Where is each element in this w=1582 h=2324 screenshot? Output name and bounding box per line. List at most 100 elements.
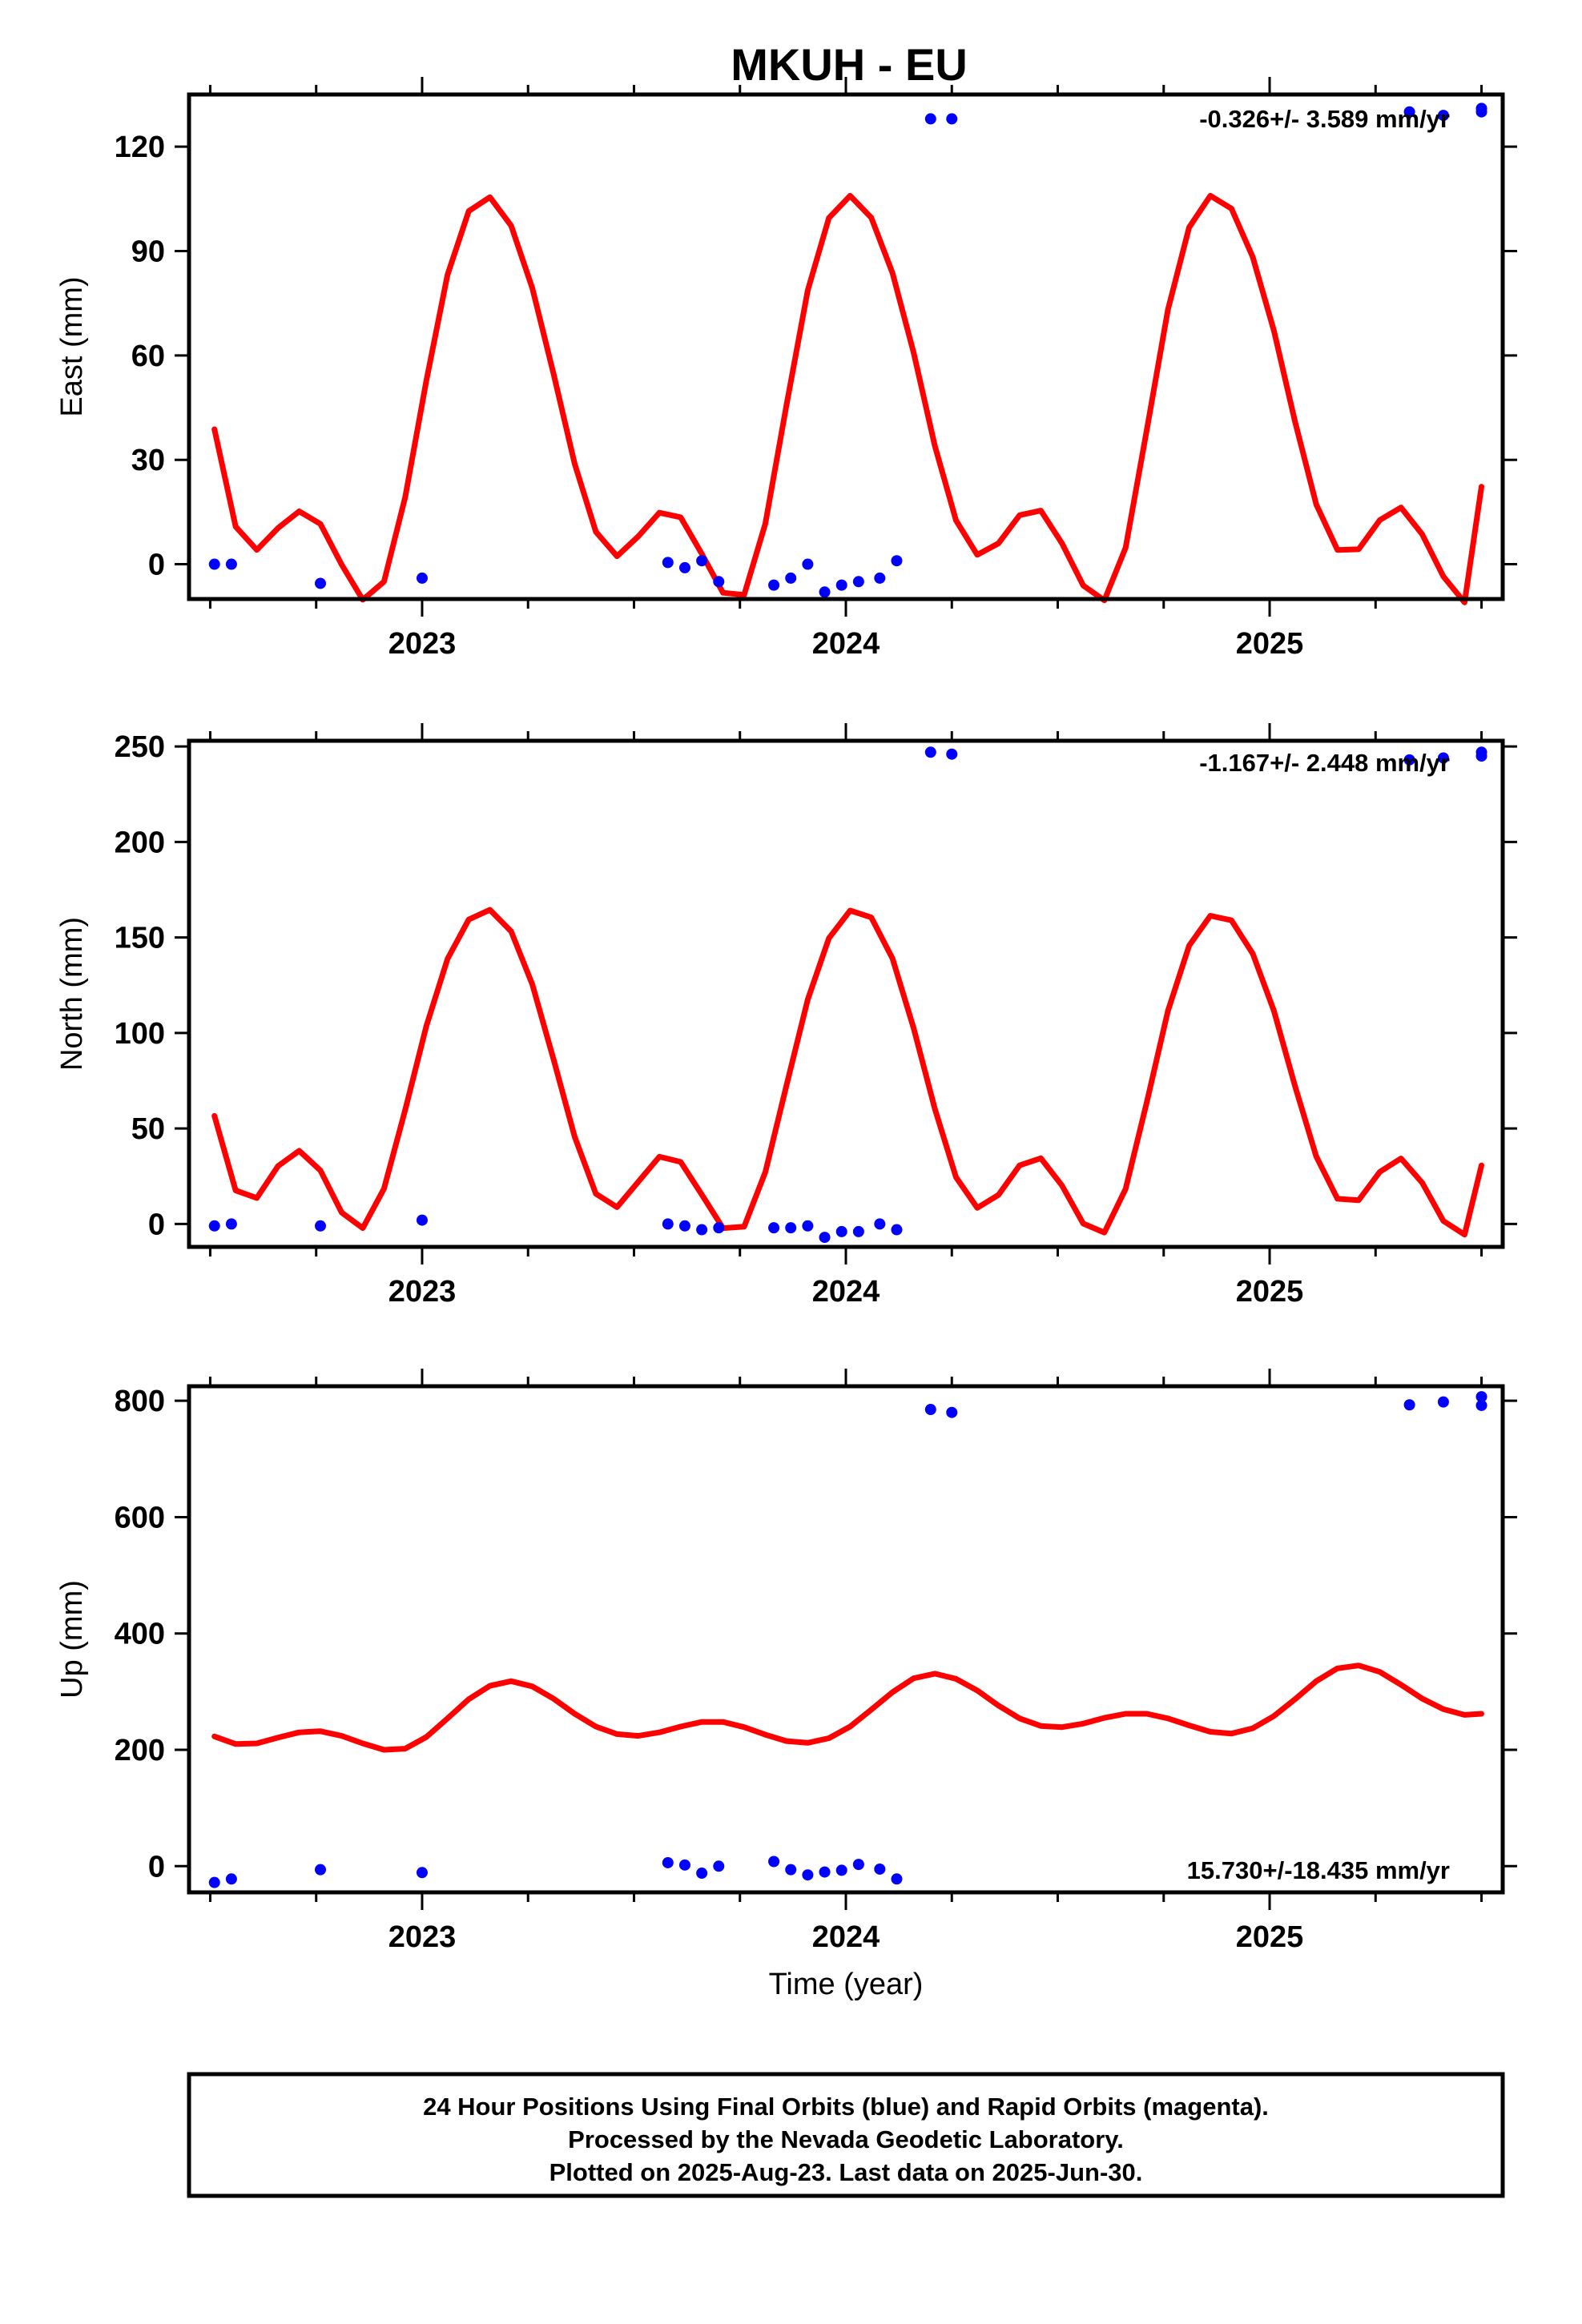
east-plot-frame xyxy=(187,92,1505,601)
north-data-point xyxy=(819,1232,831,1244)
north-y-tick-label: 250 xyxy=(115,730,165,764)
east-data-point xyxy=(678,561,690,573)
north-x-tick-label: 2024 xyxy=(812,1275,880,1309)
north-plot-frame xyxy=(187,738,1505,1249)
east-x-tick-label: 2025 xyxy=(1236,627,1304,661)
north-data-point xyxy=(874,1218,886,1230)
up-y-axis-label: Up (mm) xyxy=(55,1580,89,1699)
up-data-point xyxy=(852,1859,864,1871)
east-y-tick-label: 0 xyxy=(148,549,165,582)
east-data-point xyxy=(768,579,780,591)
east-x-tick-label: 2024 xyxy=(812,627,880,661)
east-data-point xyxy=(835,579,847,591)
north-data-point xyxy=(225,1218,237,1230)
up-data-point xyxy=(662,1856,674,1868)
east-data-point xyxy=(802,558,814,570)
up-model-curve xyxy=(211,1663,1484,1753)
up-data-point xyxy=(924,1404,936,1416)
up-data-point xyxy=(1475,1399,1487,1411)
x-axis-label: Time (year) xyxy=(769,1968,924,2001)
up-data-point xyxy=(946,1406,958,1418)
up-data-point xyxy=(315,1864,326,1876)
east-x-tick-label: 2023 xyxy=(388,627,457,661)
east-data-point xyxy=(924,113,936,125)
east-data-point xyxy=(315,577,326,589)
panel-east: 2023 2024 2025 0 30 60 90 120 East (mm) -0.326+… xyxy=(55,77,1517,661)
up-data-point xyxy=(835,1864,847,1876)
east-marks: 2023 2024 2025 0 30 60 90 120 xyxy=(115,77,1517,661)
north-data-point xyxy=(1437,752,1449,764)
north-y-tick-label: 100 xyxy=(115,1017,165,1051)
east-y-axis-label: East (mm) xyxy=(55,276,89,416)
up-data-point xyxy=(768,1856,780,1868)
east-model-curve xyxy=(211,192,1484,605)
north-y-tick-label: 200 xyxy=(115,826,165,859)
north-data-point xyxy=(1475,750,1487,762)
east-data-point xyxy=(891,555,903,567)
up-data-point xyxy=(678,1859,690,1871)
east-data-point xyxy=(208,558,220,570)
east-data-point xyxy=(662,557,674,569)
east-data-point xyxy=(1403,106,1415,118)
north-data-point xyxy=(835,1225,847,1237)
north-model-curve xyxy=(211,907,1484,1238)
north-data-point xyxy=(852,1225,864,1237)
up-data-point xyxy=(225,1873,237,1885)
up-y-tick-label: 800 xyxy=(115,1385,165,1418)
north-data-point xyxy=(924,746,936,758)
east-y-tick-label: 60 xyxy=(131,340,165,373)
east-data-point xyxy=(416,572,428,584)
north-data-point xyxy=(713,1222,725,1234)
footer-line-3: Plotted on 2025-Aug-23. Last data on 202… xyxy=(549,2158,1143,2186)
up-data-point xyxy=(874,1863,886,1875)
north-data-point xyxy=(946,748,958,760)
north-y-tick-label: 0 xyxy=(148,1208,165,1241)
east-data-point xyxy=(1475,106,1487,118)
east-y-tick-label: 30 xyxy=(131,444,165,477)
north-data-point xyxy=(1403,754,1415,766)
up-data-point xyxy=(416,1867,428,1879)
north-data-point xyxy=(662,1218,674,1230)
north-data-point xyxy=(768,1222,780,1234)
up-x-tick-label: 2023 xyxy=(388,1920,457,1954)
east-data-point xyxy=(785,572,797,584)
east-data-point xyxy=(946,113,958,125)
chart-title: MKUH - EU xyxy=(731,39,968,90)
north-data-point xyxy=(891,1224,903,1236)
east-rate-annotation: -0.326+/- 3.589 mm/yr xyxy=(1199,105,1450,133)
up-data-point xyxy=(891,1873,903,1885)
footer-line-1: 24 Hour Positions Using Final Orbits (bl… xyxy=(423,2093,1269,2121)
north-y-axis-label: North (mm) xyxy=(55,917,89,1071)
north-x-tick-label: 2023 xyxy=(388,1275,457,1309)
north-data-point xyxy=(785,1222,797,1234)
east-data-point xyxy=(852,576,864,588)
up-y-tick-label: 400 xyxy=(115,1618,165,1651)
up-data-point xyxy=(1403,1399,1415,1411)
north-rate-annotation: -1.167+/- 2.448 mm/yr xyxy=(1199,749,1450,777)
up-data-point xyxy=(208,1876,220,1888)
panel-north: 2023 2024 2025 0 50 100 150 200 250 North (mm) -… xyxy=(55,723,1517,1309)
north-data-point xyxy=(208,1220,220,1232)
east-y-tick-label: 90 xyxy=(131,235,165,269)
up-plot-frame xyxy=(187,1384,1505,1895)
north-data-point xyxy=(802,1220,814,1232)
up-data-point xyxy=(713,1860,725,1872)
north-marks: 2023 2024 2025 0 50 100 150 200 250 xyxy=(115,723,1517,1309)
panel-up: 2023 2024 2025 0 200 400 600 800 Up (mm) 15.730… xyxy=(55,1369,1517,1954)
east-data-point xyxy=(713,576,725,588)
up-marks: 2023 2024 2025 0 200 400 600 800 xyxy=(115,1369,1517,1954)
up-y-tick-label: 200 xyxy=(115,1734,165,1767)
up-y-tick-label: 0 xyxy=(148,1850,165,1884)
footer-box: 24 Hour Positions Using Final Orbits (bl… xyxy=(187,2072,1505,2198)
up-data-point xyxy=(802,1869,814,1881)
footer-frame xyxy=(187,2072,1505,2198)
up-data-point xyxy=(696,1868,708,1880)
up-rate-annotation: 15.730+/-18.435 mm/yr xyxy=(1187,1856,1450,1884)
up-y-tick-label: 600 xyxy=(115,1501,165,1534)
east-data-point xyxy=(696,555,708,567)
east-data-point xyxy=(819,586,831,598)
north-data-point xyxy=(696,1224,708,1236)
north-y-tick-label: 150 xyxy=(115,922,165,955)
east-data-point xyxy=(1437,110,1449,122)
